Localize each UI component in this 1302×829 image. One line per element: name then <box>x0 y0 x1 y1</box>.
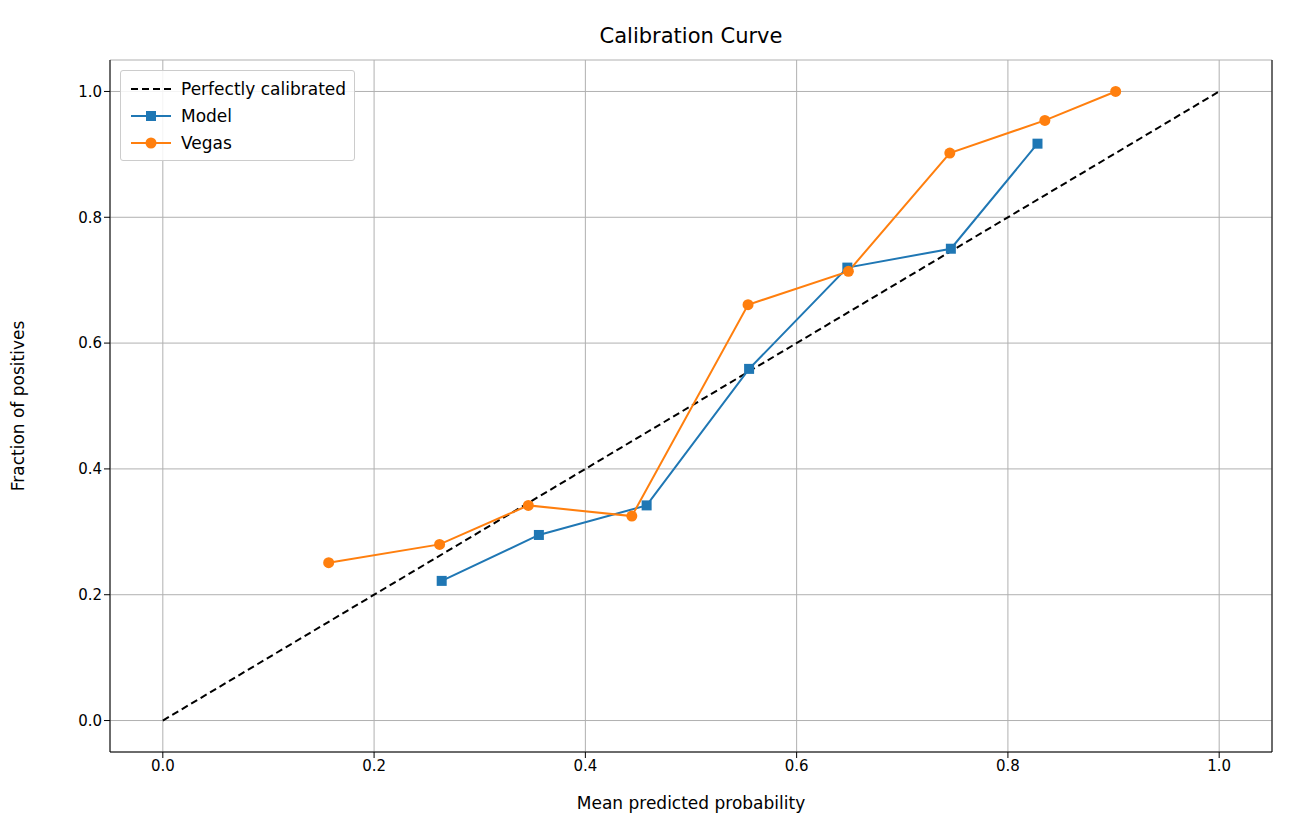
html-text:Perfectly calibrated: Perfectly calibrated <box>181 78 347 99</box>
svg-text:0.8: 0.8 <box>996 757 1020 775</box>
html-text:Model: Model <box>181 105 232 126</box>
svg-text:0.0: 0.0 <box>78 712 102 730</box>
svg-text:0.2: 0.2 <box>362 757 386 775</box>
html-text:Vegas: Vegas <box>181 132 232 153</box>
svg-text:Mean predicted probability: Mean predicted probability <box>577 793 805 813</box>
svg-text:0.8: 0.8 <box>78 209 102 227</box>
svg-text:Fraction of positives: Fraction of positives <box>8 321 28 492</box>
svg-text:0.2: 0.2 <box>78 586 102 604</box>
svg-text:0.6: 0.6 <box>785 757 809 775</box>
svg-text:0.0: 0.0 <box>151 757 175 775</box>
svg-text:0.6: 0.6 <box>78 334 102 352</box>
svg-text:0.4: 0.4 <box>78 460 102 478</box>
svg-text:1.0: 1.0 <box>1207 757 1231 775</box>
svg-text:1.0: 1.0 <box>78 83 102 101</box>
html-text:Calibration Curve: Calibration Curve <box>599 24 783 48</box>
svg-text:0.4: 0.4 <box>573 757 597 775</box>
